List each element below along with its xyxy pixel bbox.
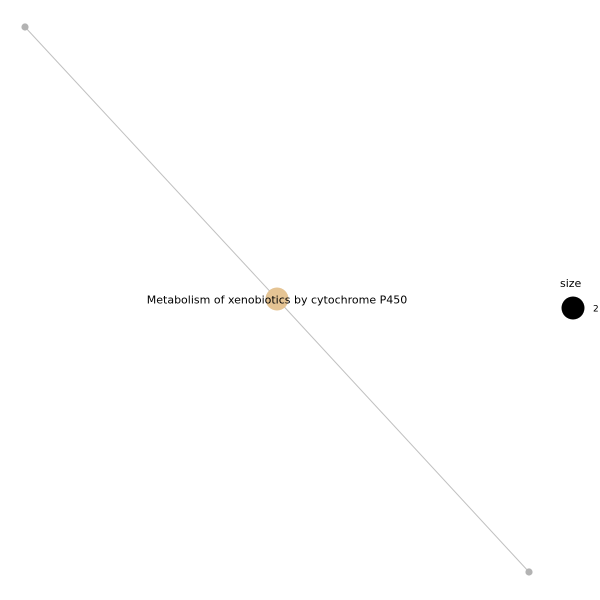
size-legend: size 2 bbox=[560, 277, 599, 320]
network-edge bbox=[24, 26, 278, 300]
legend-size-marker bbox=[561, 296, 585, 320]
gene-node bbox=[21, 23, 29, 31]
pathway-node bbox=[265, 287, 289, 311]
gene-node bbox=[525, 568, 533, 576]
network-edge bbox=[276, 298, 530, 573]
pathway-node-label: Metabolism of xenobiotics by cytochrome … bbox=[147, 294, 407, 307]
legend-entry-label: 2 bbox=[593, 305, 599, 315]
node-layer bbox=[21, 23, 533, 576]
legend-title: size bbox=[560, 277, 582, 290]
edge-layer bbox=[24, 26, 530, 573]
